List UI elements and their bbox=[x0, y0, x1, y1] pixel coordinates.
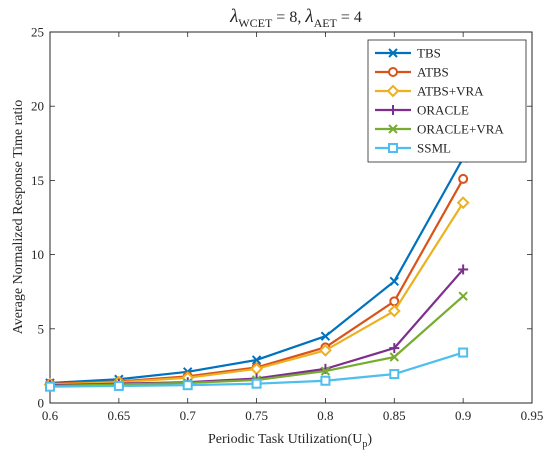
marker-square bbox=[320, 375, 331, 386]
data-point-oracle bbox=[458, 264, 469, 275]
legend-marker bbox=[386, 84, 400, 98]
data-point-atbs-vra bbox=[387, 304, 401, 318]
legend-item-atbs: ATBS bbox=[375, 65, 449, 80]
x-axis-label-sub: p bbox=[362, 439, 367, 450]
y-axis-ticks: 0 5 10 15 20 25 bbox=[31, 25, 532, 411]
x-axis-label: Periodic Task Utilization(Up) bbox=[208, 432, 372, 450]
y-tick-label: 20 bbox=[31, 99, 44, 114]
x-tick-label: 0.7 bbox=[180, 408, 197, 423]
title-sub-wcet: WCET bbox=[238, 16, 273, 30]
legend-item-oracle: ORACLE bbox=[375, 103, 469, 118]
legend-items: TBS ATBS ATBS+VRA ORACLE ORACLE+VRA SSML bbox=[375, 46, 504, 156]
legend-marker bbox=[388, 124, 398, 134]
y-tick-label: 5 bbox=[38, 321, 45, 336]
marker-stroke bbox=[320, 366, 331, 376]
y-tick-label: 25 bbox=[31, 25, 44, 40]
data-point-ssml bbox=[113, 380, 124, 391]
data-point-atbs bbox=[458, 173, 469, 184]
data-point-ssml bbox=[251, 378, 262, 389]
series-ssml bbox=[45, 347, 469, 392]
marker-circle bbox=[458, 173, 469, 184]
marker-square bbox=[389, 369, 400, 380]
y-tick-label: 15 bbox=[31, 173, 44, 188]
y-axis-label: Average Normalized Response Time ratio bbox=[11, 100, 26, 335]
legend-item-oracle-vra: ORACLE+VRA bbox=[375, 122, 504, 137]
marker-stroke bbox=[388, 124, 398, 134]
marker-stroke bbox=[388, 48, 398, 58]
x-axis-label-end: ) bbox=[367, 432, 372, 447]
x-tick-label: 0.6 bbox=[42, 408, 59, 423]
legend-marker bbox=[388, 67, 398, 77]
x-tick-label: 0.75 bbox=[245, 408, 268, 423]
legend-item-tbs: TBS bbox=[375, 46, 441, 61]
x-tick-label: 0.85 bbox=[383, 408, 406, 423]
marker-square bbox=[45, 381, 55, 392]
legend-box bbox=[367, 39, 527, 163]
legend-label: ATBS bbox=[417, 65, 449, 80]
data-point-oracle-vra bbox=[320, 366, 331, 376]
x-tick-label: 0.8 bbox=[317, 408, 333, 423]
data-point-atbs-vra bbox=[319, 343, 332, 357]
y-tick-label: 0 bbox=[38, 396, 45, 411]
legend: TBS ATBS ATBS+VRA ORACLE ORACLE+VRA SSML bbox=[367, 39, 527, 163]
data-point-ssml bbox=[45, 381, 55, 392]
legend-label: SSML bbox=[417, 141, 451, 156]
x-tick-label: 0.65 bbox=[107, 408, 130, 423]
data-point-atbs bbox=[389, 296, 400, 307]
x-axis-label-text: Periodic Task Utilization(U bbox=[208, 432, 362, 447]
legend-label: ORACLE+VRA bbox=[417, 122, 504, 137]
legend-label: ATBS+VRA bbox=[417, 84, 484, 99]
title-text-2: = 4 bbox=[337, 9, 362, 26]
marker-circle bbox=[389, 296, 400, 307]
marker-square bbox=[458, 347, 469, 358]
data-point-ssml bbox=[182, 380, 193, 391]
legend-marker bbox=[388, 143, 398, 153]
legend-item-ssml: SSML bbox=[375, 141, 451, 156]
marker-stroke bbox=[389, 352, 399, 362]
title-lambda-2: λ bbox=[304, 6, 313, 27]
series-layer bbox=[43, 153, 470, 392]
data-point-ssml bbox=[320, 375, 331, 386]
data-point-ssml bbox=[458, 347, 469, 358]
marker-diamond bbox=[386, 84, 400, 98]
data-point-oracle-vra bbox=[389, 352, 399, 362]
marker-square bbox=[251, 378, 262, 389]
marker-square bbox=[113, 380, 124, 391]
legend-item-atbs-vra: ATBS+VRA bbox=[375, 84, 484, 99]
y-tick-label: 10 bbox=[31, 247, 44, 262]
data-point-tbs bbox=[251, 355, 262, 365]
x-tick-label: 0.9 bbox=[455, 408, 471, 423]
x-axis-ticks: 0.6 0.65 0.7 0.75 0.8 0.85 0.9 0.95 bbox=[42, 32, 544, 423]
legend-marker bbox=[388, 105, 398, 115]
marker-diamond bbox=[319, 343, 332, 357]
x-tick-label: 0.95 bbox=[521, 408, 544, 423]
marker-stroke bbox=[389, 276, 399, 287]
legend-label: ORACLE bbox=[417, 103, 469, 118]
marker-diamond bbox=[456, 196, 470, 210]
legend-marker bbox=[388, 48, 398, 58]
marker-stroke bbox=[458, 291, 468, 301]
data-point-tbs bbox=[389, 276, 399, 287]
marker-circle bbox=[388, 67, 398, 77]
data-point-oracle bbox=[389, 343, 400, 354]
chart-title: λWCET = 8, λAET = 4 bbox=[229, 6, 362, 30]
legend-label: TBS bbox=[417, 46, 441, 61]
marker-stroke bbox=[251, 355, 262, 365]
data-point-ssml bbox=[389, 369, 400, 380]
marker-stroke bbox=[320, 331, 331, 341]
title-sub-aet: AET bbox=[314, 16, 338, 30]
marker-square bbox=[388, 143, 398, 153]
title-lambda-1: λ bbox=[229, 6, 238, 27]
marker-diamond bbox=[387, 304, 401, 318]
data-point-oracle-vra bbox=[458, 291, 468, 301]
data-point-tbs bbox=[320, 331, 331, 341]
data-point-atbs-vra bbox=[456, 196, 470, 210]
marker-square bbox=[182, 380, 193, 391]
title-text-1: = 8, bbox=[272, 9, 305, 26]
